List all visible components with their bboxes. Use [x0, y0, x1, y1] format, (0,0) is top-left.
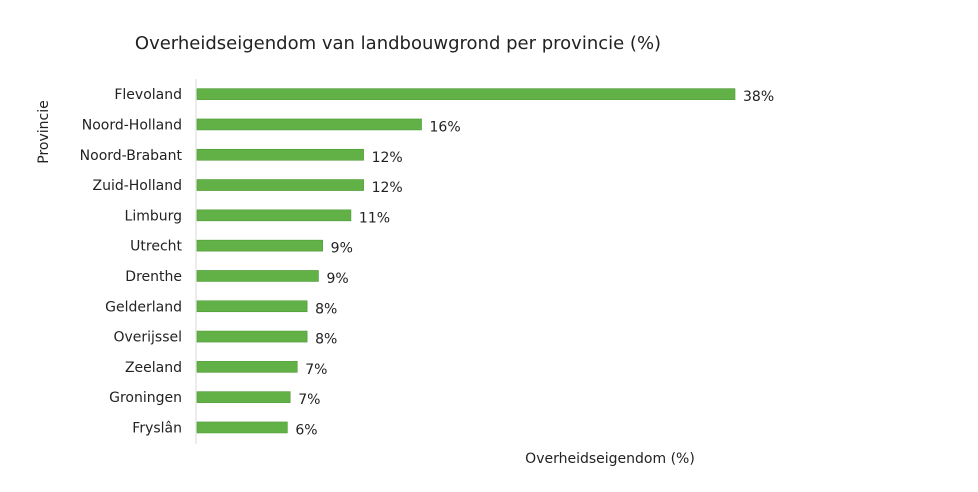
- data-label: 16%: [430, 119, 461, 135]
- category-label: Gelderland: [105, 299, 182, 315]
- bar: [196, 148, 364, 161]
- bar: [196, 330, 308, 343]
- category-label: Drenthe: [125, 269, 182, 285]
- data-label: 7%: [298, 392, 320, 408]
- bar: [196, 88, 736, 100]
- category-label: Noord-Brabant: [80, 148, 183, 164]
- data-label: 7%: [305, 362, 327, 378]
- bar: [196, 361, 298, 373]
- data-label: 38%: [743, 89, 774, 105]
- category-label: Zeeland: [125, 360, 182, 376]
- data-label: 12%: [372, 150, 403, 166]
- category-label: Zuid-Holland: [92, 178, 182, 194]
- category-label: Noord-Holland: [82, 117, 182, 133]
- bar: [196, 209, 352, 222]
- data-label: 9%: [331, 241, 353, 257]
- category-label: Fryslân: [132, 420, 182, 436]
- bar: [196, 300, 308, 313]
- category-label: Overijssel: [113, 330, 182, 346]
- category-label: Limburg: [125, 208, 182, 224]
- bar: [196, 118, 422, 131]
- data-label: 12%: [372, 180, 403, 196]
- data-label: 6%: [295, 422, 317, 438]
- bar: [196, 239, 323, 252]
- category-label: Groningen: [109, 390, 182, 406]
- bar: [196, 270, 319, 282]
- bar: [196, 421, 288, 434]
- data-label: 8%: [315, 301, 337, 317]
- bar: [196, 391, 291, 403]
- bar: [196, 179, 364, 191]
- bars-group: Flevoland 38% Noord-Holland 16% Noord-Braban…: [80, 87, 774, 438]
- data-label: 11%: [359, 210, 390, 226]
- category-label: Utrecht: [130, 239, 182, 255]
- category-label: Flevoland: [114, 87, 182, 103]
- y-axis-title: Provincie: [36, 100, 52, 163]
- data-label: 9%: [326, 271, 348, 287]
- chart-title: Overheidseigendom van landbouwgrond per …: [135, 33, 661, 54]
- x-axis-title: Overheidseigendom (%): [525, 451, 695, 467]
- data-label: 8%: [315, 332, 337, 348]
